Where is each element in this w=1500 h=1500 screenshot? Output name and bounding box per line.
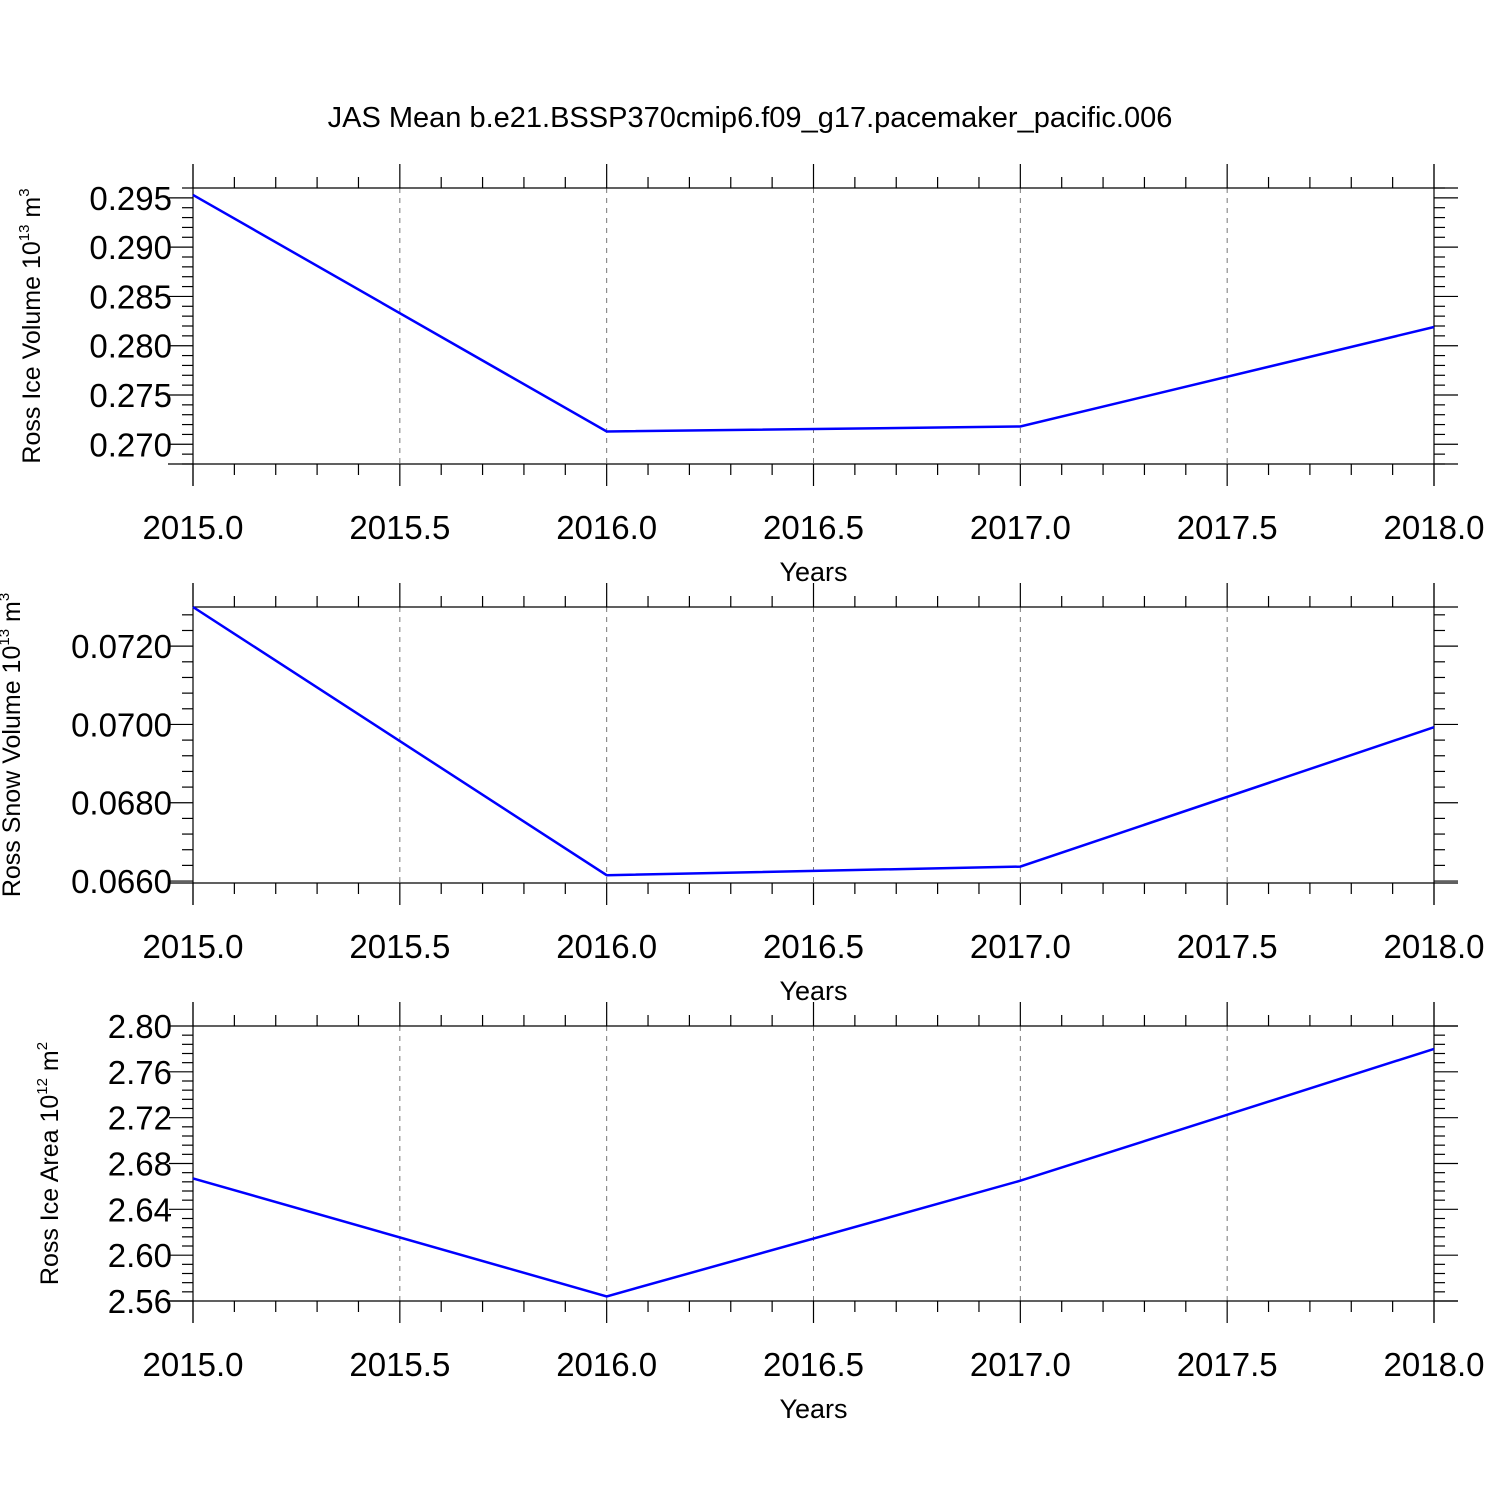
- y-tick-label: 0.0720: [71, 628, 172, 665]
- x-axis-label: Years: [779, 976, 847, 1006]
- y-axis-label: Ross Ice Volume 1013 m3: [16, 188, 46, 463]
- x-tick-label: 2018.0: [1384, 509, 1485, 546]
- x-tick-label: 2016.5: [763, 928, 864, 965]
- x-axis-label: Years: [779, 1394, 847, 1424]
- y-axis-label-text: Ross Ice Area 10: [36, 1095, 64, 1285]
- x-tick-label: 2015.0: [143, 509, 244, 546]
- y-tick-label: 0.0680: [71, 785, 172, 822]
- x-tick-label: 2017.0: [970, 509, 1071, 546]
- x-tick-label: 2017.5: [1177, 1346, 1278, 1383]
- y-tick-label: 2.72: [108, 1100, 172, 1137]
- x-tick-label: 2016.5: [763, 1346, 864, 1383]
- y-tick-label: 0.285: [89, 278, 172, 315]
- y-tick-label: 0.290: [89, 229, 172, 266]
- y-axis-label-unit: m: [18, 197, 46, 225]
- y-tick-label: 0.0700: [71, 706, 172, 743]
- y-axis-label-text: Ross Snow Volume 10: [0, 646, 26, 898]
- y-tick-label: 2.56: [108, 1283, 172, 1320]
- x-tick-label: 2018.0: [1384, 1346, 1485, 1383]
- panel-2: 2015.0 2015.5 2016.0 2016.5 2017.0 2017.5 2018…: [0, 583, 1484, 1006]
- x-tick-label: 2016.0: [556, 928, 657, 965]
- panel-3: 2015.0 2015.5 2016.0 2016.5 2017.0 2017.5 2018…: [34, 1002, 1484, 1424]
- y-axis-label-unit: m: [36, 1050, 64, 1078]
- y-tick-label: 0.270: [89, 426, 172, 463]
- y-tick-label: 2.80: [108, 1008, 172, 1045]
- x-tick-label: 2016.5: [763, 509, 864, 546]
- panel-1: 2015.0 2015.5 2016.0 2016.5 2017.0 2017.5 2018…: [16, 164, 1484, 587]
- y-axis-label-exp: 13: [16, 225, 33, 242]
- y-tick-label: 2.64: [108, 1191, 172, 1228]
- y-tick-label: 2.60: [108, 1237, 172, 1274]
- y-tick-label: 0.0660: [71, 863, 172, 900]
- y-axis-label-unit-exp: 3: [16, 188, 33, 196]
- x-tick-label: 2015.5: [349, 928, 450, 965]
- y-axis-label-exp: 13: [0, 629, 13, 646]
- y-axis-label-unit-exp: 3: [0, 593, 13, 601]
- series-line: [192, 605, 1435, 877]
- y-tick-label: 0.295: [89, 180, 172, 217]
- y-tick-label: 2.68: [108, 1146, 172, 1183]
- y-axis-label-text: Ross Ice Volume 10: [18, 241, 46, 463]
- y-axis-label-exp: 12: [34, 1078, 51, 1095]
- x-tick-label: 2016.0: [556, 1346, 657, 1383]
- chart-title: JAS Mean b.e21.BSSP370cmip6.f09_g17.pace…: [328, 102, 1173, 134]
- x-tick-label: 2018.0: [1384, 928, 1485, 965]
- series-line: [192, 1047, 1435, 1298]
- x-tick-label: 2017.0: [970, 1346, 1071, 1383]
- series-line: [192, 193, 1435, 433]
- x-tick-label: 2015.5: [349, 509, 450, 546]
- x-tick-label: 2017.5: [1177, 928, 1278, 965]
- x-tick-label: 2015.0: [143, 1346, 244, 1383]
- y-axis-label-unit: m: [0, 601, 26, 629]
- x-tick-label: 2017.5: [1177, 509, 1278, 546]
- y-tick-label: 0.275: [89, 377, 172, 414]
- y-axis-label: Ross Snow Volume 1013 m3: [0, 593, 26, 897]
- x-tick-label: 2015.5: [349, 1346, 450, 1383]
- y-tick-label: 0.280: [89, 328, 172, 365]
- x-axis-label: Years: [779, 557, 847, 587]
- y-tick-label: 2.76: [108, 1054, 172, 1091]
- y-axis-label: Ross Ice Area 1012 m2: [34, 1042, 64, 1285]
- x-tick-label: 2017.0: [970, 928, 1071, 965]
- x-tick-label: 2016.0: [556, 509, 657, 546]
- x-tick-label: 2015.0: [143, 928, 244, 965]
- y-axis-label-unit-exp: 2: [34, 1042, 51, 1050]
